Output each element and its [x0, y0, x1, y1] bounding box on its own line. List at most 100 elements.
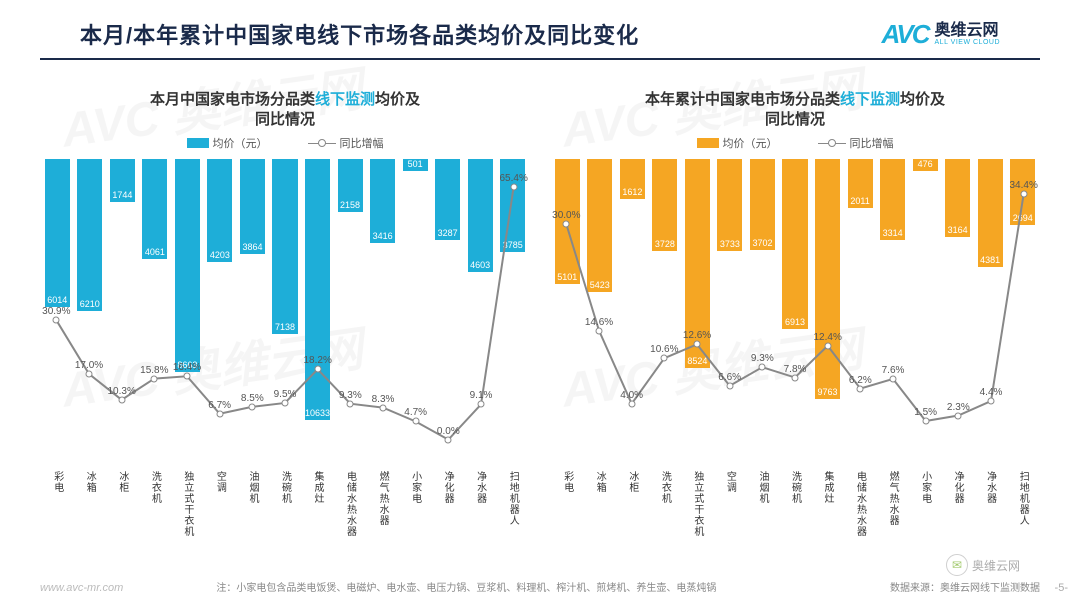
bar-value: 4061: [145, 247, 165, 257]
x-label: 洗衣机: [650, 471, 681, 541]
bar-value: 7138: [275, 322, 295, 332]
x-label: 燃气热水器: [367, 471, 398, 541]
bar-column: 3785: [497, 159, 528, 469]
x-axis: 彩电冰箱冰柜洗衣机独立式干衣机空调油烟机洗碗机集成灶电储水热水器燃气热水器小家电…: [550, 469, 1040, 541]
pct-label: 9.5%: [274, 389, 297, 400]
bar: 6913: [782, 159, 807, 329]
page-number: -5-: [1055, 582, 1068, 594]
bar: 7138: [272, 159, 297, 334]
bar: 8663: [175, 159, 200, 372]
line-marker: [216, 410, 223, 417]
line-marker: [857, 385, 864, 392]
pct-label: 8.3%: [372, 394, 395, 405]
bar-column: 3314: [877, 159, 908, 469]
bar-column: 1744: [107, 159, 138, 469]
x-label: 洗碗机: [270, 471, 301, 541]
pct-label: 4.7%: [404, 407, 427, 418]
bar-column: 3728: [650, 159, 681, 469]
legend-bar: 均价（元）: [187, 135, 268, 151]
bar: 3702: [750, 159, 775, 250]
line-marker: [563, 221, 570, 228]
logo: AVC 奥维云网 ALL VIEW CLOUD: [882, 19, 1000, 50]
x-label: 净水器: [465, 471, 496, 541]
bar: 2011: [848, 159, 873, 208]
pct-label: 8.5%: [241, 393, 264, 404]
bar: 2158: [338, 159, 363, 212]
pct-label: 2.3%: [947, 402, 970, 413]
bar-value: 476: [918, 159, 933, 169]
line-marker: [824, 342, 831, 349]
line-marker: [380, 404, 387, 411]
x-label: 小家电: [400, 471, 431, 541]
footnote: 注：小家电包含品类电饭煲、电磁炉、电水壶、电压力锅、豆浆机、料理机、榨汁机、煎烤…: [216, 579, 716, 594]
pct-label: 0.0%: [437, 426, 460, 437]
bar-value: 4381: [980, 255, 1000, 265]
line-marker: [412, 418, 419, 425]
pct-label: 9.3%: [751, 353, 774, 364]
x-label: 净化器: [942, 471, 973, 541]
pct-label: 1.5%: [914, 407, 937, 418]
bar-value: 9763: [818, 387, 838, 397]
pct-label: 10.6%: [650, 344, 678, 355]
bar-value: 3728: [655, 239, 675, 249]
bar-column: 4203: [205, 159, 236, 469]
bar-column: 4381: [975, 159, 1006, 469]
pct-label: 65.4%: [499, 173, 527, 184]
line-marker: [792, 374, 799, 381]
pct-label: 30.0%: [552, 210, 580, 221]
x-label: 电储水热水器: [845, 471, 876, 541]
x-label: 扫地机器人: [1007, 471, 1038, 541]
line-marker: [282, 399, 289, 406]
bar: 3287: [435, 159, 460, 240]
pct-label: 4.0%: [620, 390, 643, 401]
x-label: 集成灶: [302, 471, 333, 541]
bar-column: 10633: [302, 159, 333, 469]
line-marker: [988, 398, 995, 405]
legend: 均价（元）同比增幅: [550, 135, 1040, 151]
plot-area: 6014621017444061866342033864713810633215…: [40, 159, 530, 469]
bar-column: 9763: [812, 159, 843, 469]
bar-column: 4603: [465, 159, 496, 469]
bar: 4603: [468, 159, 493, 272]
x-label: 冰箱: [585, 471, 616, 541]
bar-column: 1612: [617, 159, 648, 469]
bar: 1612: [620, 159, 645, 199]
line-marker: [922, 418, 929, 425]
line-marker: [53, 317, 60, 324]
line-marker: [314, 366, 321, 373]
pct-label: 15.8%: [140, 365, 168, 376]
bar: 3733: [717, 159, 742, 251]
x-label: 冰柜: [617, 471, 648, 541]
bar: 4381: [978, 159, 1003, 267]
chart-monthly: 本月中国家电市场分品类线下监测均价及同比情况均价（元）同比增幅601462101…: [40, 90, 530, 541]
pct-label: 12.6%: [683, 330, 711, 341]
x-label: 冰箱: [75, 471, 106, 541]
legend-line: 同比增幅: [308, 135, 384, 151]
legend-line: 同比增幅: [818, 135, 894, 151]
data-source: 数据来源：奥维云网线下监测数据: [890, 579, 1040, 594]
line-marker: [596, 327, 603, 334]
bar-column: 6913: [780, 159, 811, 469]
bar-column: 3702: [747, 159, 778, 469]
x-label: 净水器: [975, 471, 1006, 541]
line-marker: [694, 341, 701, 348]
bar-value: 2694: [1013, 213, 1033, 223]
line-marker: [510, 183, 517, 190]
x-label: 冰柜: [107, 471, 138, 541]
bar: 3164: [945, 159, 970, 237]
line-marker: [661, 355, 668, 362]
line-marker: [759, 364, 766, 371]
bar: 9763: [815, 159, 840, 399]
bar-column: 3287: [432, 159, 463, 469]
bar-column: 3733: [715, 159, 746, 469]
x-label: 集成灶: [812, 471, 843, 541]
bar-value: 4603: [470, 260, 490, 270]
logo-mark: AVC: [882, 19, 929, 50]
chart-ytd: 本年累计中国家电市场分品类线下监测均价及同比情况均价（元）同比增幅5101542…: [550, 90, 1040, 541]
bar-column: 2011: [845, 159, 876, 469]
bar-value: 3416: [373, 231, 393, 241]
bar-value: 3314: [883, 228, 903, 238]
line-marker: [955, 412, 962, 419]
bar-value: 6014: [47, 295, 67, 305]
header: 本月/本年累计中国家电线下市场各品类均价及同比变化 AVC 奥维云网 ALL V…: [40, 0, 1040, 60]
